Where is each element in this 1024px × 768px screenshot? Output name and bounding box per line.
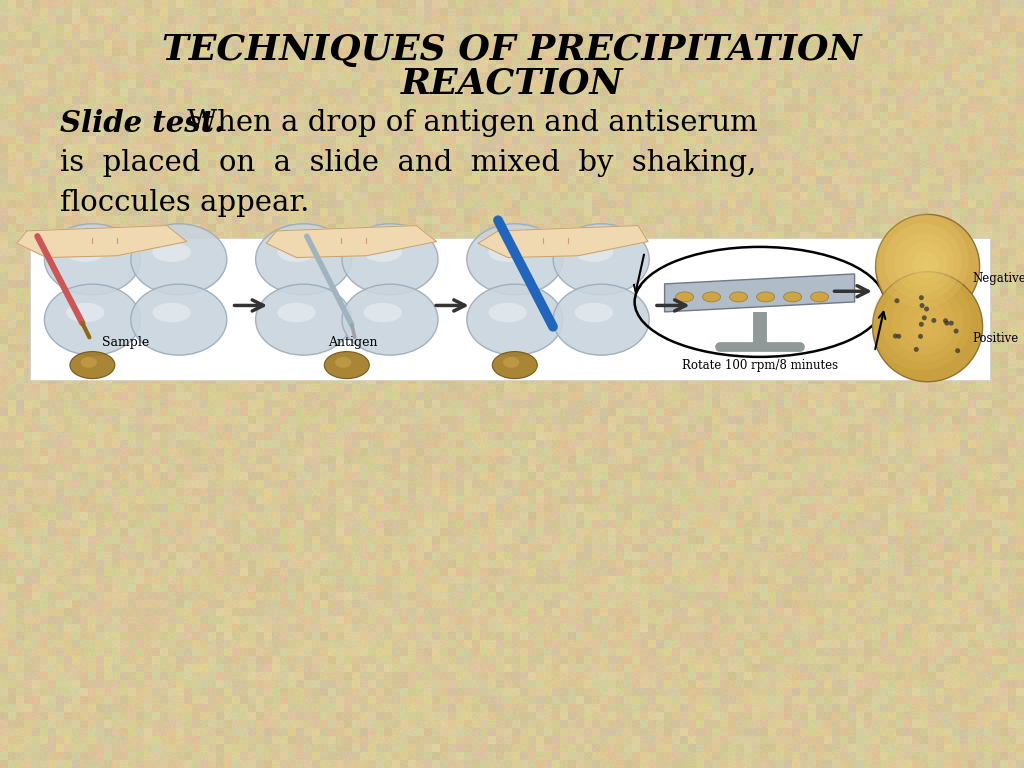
- Text: Negative: Negative: [973, 272, 1024, 285]
- Text: Sample: Sample: [102, 336, 150, 349]
- Ellipse shape: [924, 306, 929, 312]
- Ellipse shape: [944, 320, 949, 326]
- Ellipse shape: [922, 316, 927, 320]
- Ellipse shape: [953, 329, 958, 333]
- Ellipse shape: [903, 242, 947, 286]
- Ellipse shape: [729, 292, 748, 302]
- Ellipse shape: [922, 320, 933, 332]
- Bar: [30, 238, 990, 380]
- Ellipse shape: [676, 292, 693, 302]
- Ellipse shape: [893, 333, 898, 339]
- Ellipse shape: [919, 322, 924, 327]
- Ellipse shape: [872, 272, 983, 382]
- Ellipse shape: [364, 303, 402, 323]
- Ellipse shape: [153, 243, 190, 262]
- Ellipse shape: [256, 223, 351, 295]
- Text: Positive: Positive: [973, 333, 1019, 346]
- Ellipse shape: [943, 318, 948, 323]
- Ellipse shape: [902, 301, 948, 347]
- Ellipse shape: [913, 347, 919, 352]
- Ellipse shape: [885, 223, 962, 300]
- Ellipse shape: [488, 303, 526, 323]
- Ellipse shape: [325, 352, 370, 379]
- Ellipse shape: [153, 303, 190, 323]
- Ellipse shape: [932, 318, 936, 323]
- Polygon shape: [16, 226, 186, 257]
- Ellipse shape: [574, 303, 613, 323]
- Ellipse shape: [66, 303, 104, 323]
- Ellipse shape: [872, 271, 971, 370]
- Text: REACTION: REACTION: [400, 66, 624, 100]
- Ellipse shape: [131, 223, 226, 295]
- Text: TECHNIQUES OF PRECIPITATION: TECHNIQUES OF PRECIPITATION: [162, 33, 862, 67]
- Text: floccules appear.: floccules appear.: [60, 189, 309, 217]
- Ellipse shape: [920, 303, 925, 308]
- Ellipse shape: [81, 357, 97, 368]
- Ellipse shape: [256, 284, 351, 355]
- Ellipse shape: [876, 214, 980, 319]
- Ellipse shape: [503, 357, 519, 368]
- Polygon shape: [266, 226, 436, 257]
- Ellipse shape: [467, 284, 563, 355]
- Ellipse shape: [553, 284, 649, 355]
- Ellipse shape: [919, 334, 923, 339]
- Ellipse shape: [553, 223, 649, 295]
- Ellipse shape: [574, 243, 613, 262]
- Ellipse shape: [892, 291, 955, 355]
- Ellipse shape: [342, 223, 438, 295]
- Text: Slide test.: Slide test.: [60, 108, 224, 137]
- Text: Antigen: Antigen: [328, 336, 377, 349]
- Ellipse shape: [922, 260, 932, 271]
- Ellipse shape: [66, 243, 104, 262]
- Ellipse shape: [757, 292, 774, 302]
- Ellipse shape: [896, 334, 901, 339]
- Ellipse shape: [278, 303, 315, 323]
- Text: Rotate 100 rpm/8 minutes: Rotate 100 rpm/8 minutes: [682, 359, 838, 372]
- Ellipse shape: [364, 243, 402, 262]
- Ellipse shape: [783, 292, 802, 302]
- Ellipse shape: [488, 243, 526, 262]
- Polygon shape: [478, 226, 648, 257]
- Ellipse shape: [955, 348, 961, 353]
- Ellipse shape: [335, 357, 351, 368]
- Ellipse shape: [894, 233, 954, 293]
- Ellipse shape: [131, 284, 226, 355]
- Ellipse shape: [811, 292, 828, 302]
- Ellipse shape: [911, 311, 940, 339]
- Polygon shape: [665, 274, 855, 312]
- Ellipse shape: [44, 223, 140, 295]
- Ellipse shape: [882, 281, 964, 362]
- Ellipse shape: [342, 284, 438, 355]
- Ellipse shape: [919, 295, 924, 300]
- Ellipse shape: [949, 321, 953, 326]
- Ellipse shape: [44, 284, 140, 355]
- Ellipse shape: [876, 214, 969, 308]
- Ellipse shape: [702, 292, 721, 302]
- Ellipse shape: [278, 243, 315, 262]
- Ellipse shape: [895, 298, 899, 303]
- Text: is  placed  on  a  slide  and  mixed  by  shaking,: is placed on a slide and mixed by shakin…: [60, 149, 757, 177]
- Ellipse shape: [493, 352, 538, 379]
- Text: When a drop of antigen and antiserum: When a drop of antigen and antiserum: [178, 109, 758, 137]
- Ellipse shape: [467, 223, 563, 295]
- Ellipse shape: [912, 251, 939, 278]
- Ellipse shape: [70, 352, 115, 379]
